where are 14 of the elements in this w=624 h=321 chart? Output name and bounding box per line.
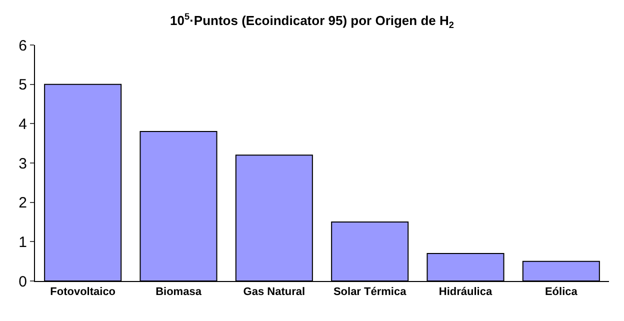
y-tick-label: 6 [18,37,27,54]
y-tick-label: 0 [18,273,27,290]
y-tick-label: 4 [18,116,27,133]
x-tick-label: Gas Natural [243,286,306,298]
y-tick-label: 2 [18,194,27,212]
y-tick-label: 5 [18,76,27,94]
y-tick-label: 1 [18,234,27,251]
x-tick-label: Eólica [544,286,578,298]
x-tick-label: Hidráulica [438,286,493,298]
x-tick-label: Fotovoltaico [50,286,116,298]
x-tick-label: Biomasa [156,286,202,298]
x-tick-label: Solar Térmica [333,286,408,298]
chart-title: 10$^{5}$·Puntos (Ecoindicator 95) por Origen de H$_{2}$ [170,12,454,30]
y-tick-label: 3 [18,155,27,172]
